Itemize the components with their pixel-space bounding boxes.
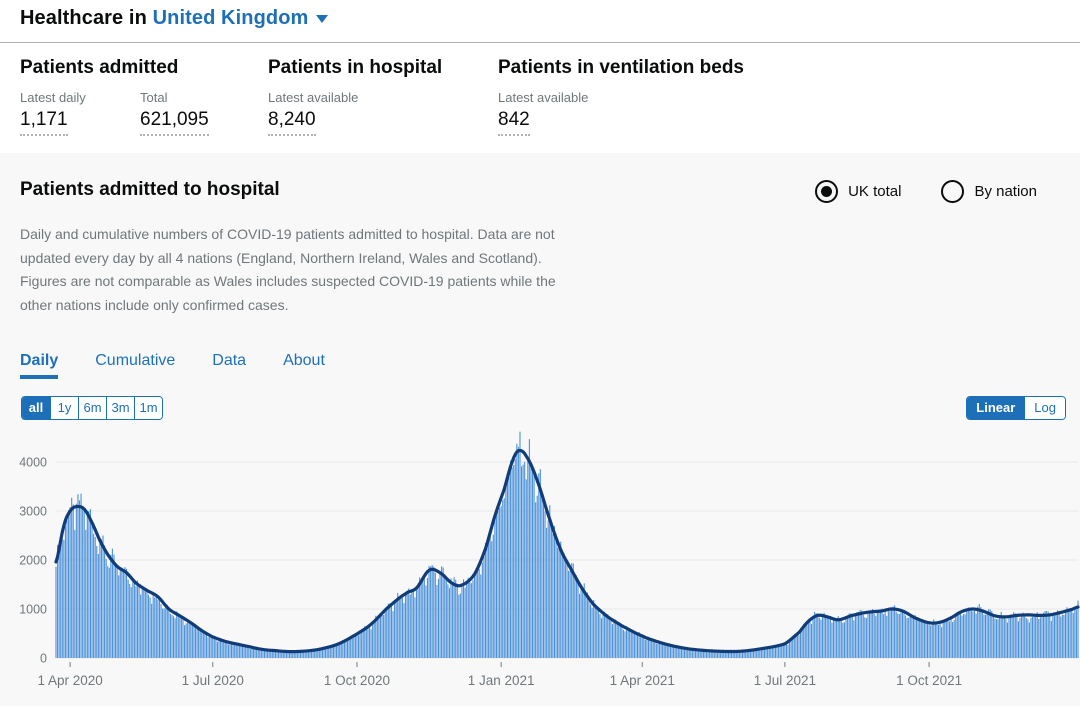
chevron-down-icon xyxy=(316,15,329,23)
tab-daily[interactable]: Daily xyxy=(20,352,59,379)
location-dropdown[interactable]: United Kingdom xyxy=(153,7,329,29)
chart-mode-radios: UK total By nation xyxy=(815,180,1037,203)
divider xyxy=(0,42,1080,43)
tab-cumulative[interactable]: Cumulative xyxy=(95,352,176,369)
stat-label: Latest daily xyxy=(20,90,86,105)
radio-checked-icon xyxy=(815,180,839,203)
x-axis: 1 Apr 2020 1 Jul 2020 1 Oct 2020 1 Jan 2021… xyxy=(37,662,962,688)
stat-title: Patients in ventilation beds xyxy=(498,57,744,78)
time-range-buttons: all 1y 6m 3m 1m xyxy=(21,396,163,420)
radio-label: By nation xyxy=(974,183,1037,200)
stat-value: 1,171 xyxy=(20,109,68,136)
range-6m-button[interactable]: 6m xyxy=(78,397,106,419)
stat-value: 842 xyxy=(498,109,530,136)
range-1y-button[interactable]: 1y xyxy=(50,397,78,419)
stat-patients-in-ventilation-beds: Patients in ventilation beds Latest avai… xyxy=(498,57,744,136)
range-1m-button[interactable]: 1m xyxy=(134,397,162,419)
stat-values: Latest daily 1,171 Total 621,095 xyxy=(20,90,260,136)
stat-title: Patients in hospital xyxy=(268,57,443,78)
tab-data[interactable]: Data xyxy=(212,352,247,369)
svg-text:0: 0 xyxy=(40,652,47,666)
x-axis-label: 1 Apr 2020 xyxy=(37,673,102,688)
range-3m-button[interactable]: 3m xyxy=(106,397,134,419)
admissions-chart[interactable]: 0 1000 2000 3000 4000 1 Apr 2020 1 Jul 2020 1 O… xyxy=(0,428,1080,698)
chart-card: Patients admitted to hospital UK total B… xyxy=(0,153,1080,706)
scale-toggle: Linear Log xyxy=(966,396,1066,420)
scale-log-button[interactable]: Log xyxy=(1024,397,1065,419)
radio-uk-total[interactable]: UK total xyxy=(815,180,901,203)
stat-title: Patients admitted xyxy=(20,57,179,78)
summary-stats: Patients admitted Latest daily 1,171 Tot… xyxy=(0,57,1080,147)
stat-value-block: Latest available 842 xyxy=(498,90,618,136)
stat-label: Total xyxy=(140,90,168,105)
rolling-average-line xyxy=(54,448,1080,654)
radio-label: UK total xyxy=(848,183,902,200)
svg-text:3000: 3000 xyxy=(19,505,47,519)
stat-value-block: Latest daily 1,171 xyxy=(20,90,140,136)
radio-unchecked-icon xyxy=(941,180,965,203)
chart-description: Daily and cumulative numbers of COVID-19… xyxy=(20,226,556,313)
x-axis-label: 1 Oct 2021 xyxy=(896,673,962,688)
svg-text:2000: 2000 xyxy=(19,554,47,568)
x-axis-label: 1 Oct 2020 xyxy=(324,673,390,688)
page-title: Healthcare in United Kingdom xyxy=(20,7,329,30)
svg-text:4000: 4000 xyxy=(19,456,47,470)
daily-admissions-bars xyxy=(55,431,1079,658)
location-dropdown-label: United Kingdom xyxy=(152,7,309,29)
stat-value-block: Latest available 8,240 xyxy=(268,90,388,136)
chart-card-title: Patients admitted to hospital xyxy=(20,179,280,200)
x-axis-label: 1 Apr 2021 xyxy=(610,673,675,688)
stat-patients-admitted: Patients admitted Latest daily 1,171 Tot… xyxy=(20,57,260,136)
stat-value: 8,240 xyxy=(268,109,316,136)
stat-patients-in-hospital: Patients in hospital Latest available 8,… xyxy=(268,57,442,136)
x-axis-label: 1 Jan 2021 xyxy=(468,673,535,688)
stat-values: Latest available 8,240 xyxy=(268,90,442,136)
svg-text:1000: 1000 xyxy=(19,603,47,617)
stat-values: Latest available 842 xyxy=(498,90,744,136)
stat-label: Latest available xyxy=(498,90,589,105)
radio-by-nation[interactable]: By nation xyxy=(941,180,1037,203)
stat-label: Latest available xyxy=(268,90,359,105)
stat-value-block: Total 621,095 xyxy=(140,90,260,136)
scale-linear-button[interactable]: Linear xyxy=(967,397,1025,419)
chart-tabs: Daily Cumulative Data About xyxy=(20,352,325,379)
range-all-button[interactable]: all xyxy=(22,397,50,419)
tab-about[interactable]: About xyxy=(283,352,325,369)
page-header: Healthcare in United Kingdom xyxy=(20,7,329,30)
x-axis-label: 1 Jul 2021 xyxy=(754,673,816,688)
y-axis-labels: 0 1000 2000 3000 4000 xyxy=(19,456,47,666)
stat-value: 621,095 xyxy=(140,109,209,136)
x-axis-label: 1 Jul 2020 xyxy=(182,673,244,688)
page-title-prefix: Healthcare in xyxy=(20,7,147,29)
